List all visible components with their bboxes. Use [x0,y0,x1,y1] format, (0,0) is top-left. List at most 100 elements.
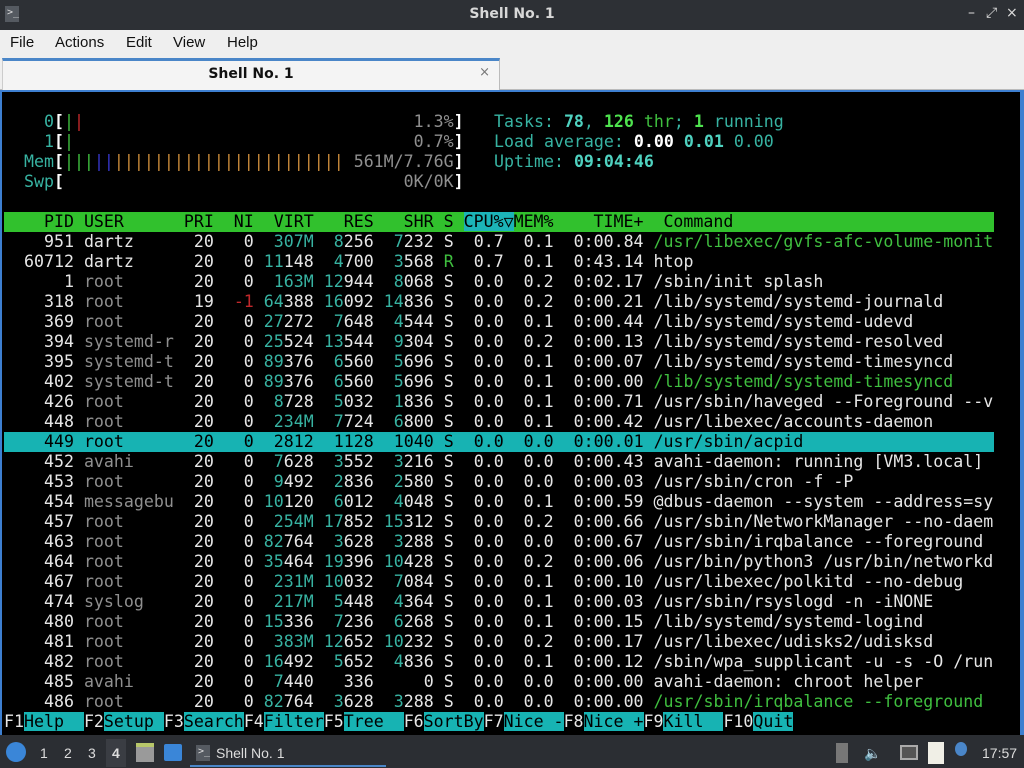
browser-icon[interactable] [164,744,182,761]
start-menu-icon[interactable] [6,742,26,762]
taskbar-task-shell[interactable]: >_ Shell No. 1 [190,739,386,767]
process-row[interactable]: 452 avahi 20 0 7628 3552 3216 S 0.0 0.0 … [4,452,983,472]
fkey-nice-button[interactable]: Nice - [503,712,564,731]
fkey-f6[interactable]: F6 [403,712,424,731]
fkey-help-button[interactable]: Help [23,712,84,731]
clipboard-icon[interactable] [928,742,944,764]
priority: 20 [183,352,224,371]
tab-close-icon[interactable]: × [479,65,490,80]
process-row[interactable]: 426 root 20 0 8728 5032 1836 S 0.0 0.1 0… [4,392,993,412]
menu-edit[interactable]: Edit [126,34,152,51]
workspace-1[interactable]: 1 [40,745,48,761]
res-thousands: 19 [323,552,344,571]
column-header-s[interactable]: S [443,212,464,231]
fkey-sortby-button[interactable]: SortBy [423,712,484,731]
text [454,332,464,351]
res-thousands: 10 [323,572,344,591]
process-row[interactable]: 464 root 20 0 35464 19396 10428 S 0.0 0.… [4,552,993,572]
time: 0:00.00 [563,372,654,391]
shr-units: 068 [403,272,434,291]
fkey-f7[interactable]: F7 [483,712,504,731]
column-header-command[interactable]: Command [663,212,1004,231]
process-row[interactable]: 449 root 20 0 2812 1128 1040 S 0.0 0.0 0… [4,432,994,452]
column-header-virt[interactable]: VIRT [263,212,324,231]
fkey-f5[interactable]: F5 [323,712,344,731]
shr: 10232 [384,632,434,651]
fkey-f8[interactable]: F8 [563,712,584,731]
fkey-search-button[interactable]: Search [183,712,244,731]
process-row[interactable]: 394 systemd-r 20 0 25524 13544 9304 S 0.… [4,332,943,352]
process-row[interactable]: 448 root 20 0 234M 7724 6800 S 0.0 0.1 0… [4,412,933,432]
fkey-filter-button[interactable]: Filter [263,712,324,731]
column-header-cpu[interactable]: CPU%▽ [463,212,514,231]
fkey-f1[interactable]: F1 [4,712,24,731]
network-icon[interactable] [900,745,918,760]
volume-icon[interactable]: 🔈 [864,745,882,761]
res: 12652 [324,632,374,651]
workspace-4[interactable]: 4 [106,739,126,767]
process-row[interactable]: 481 root 20 0 383M 12652 10232 S 0.0 0.2… [4,632,933,652]
process-row[interactable]: 482 root 20 0 16492 5652 4836 S 0.0 0.1 … [4,652,993,672]
state: S [443,232,454,251]
column-header-ni[interactable]: NI [223,212,264,231]
fkey-tree-button[interactable]: Tree [343,712,404,731]
text [724,132,734,151]
shr: 4364 [394,592,434,611]
fkey-f10[interactable]: F10 [723,712,754,731]
menu-help[interactable]: Help [227,34,258,51]
fkey-f4[interactable]: F4 [243,712,264,731]
fkey-f9[interactable]: F9 [643,712,664,731]
process-row[interactable]: 60712 dartz 20 0 11148 4700 3568 R 0.7 0… [4,252,694,272]
shr-thousands: 10 [383,552,404,571]
process-row[interactable]: 486 root 20 0 82764 3628 3288 S 0.0 0.0 … [4,692,983,712]
column-header-pid[interactable]: PID [4,212,84,231]
column-header-time[interactable]: TIME+ [563,212,664,231]
time: 0:00.12 [563,652,654,671]
process-row[interactable]: 463 root 20 0 82764 3628 3288 S 0.0 0.0 … [4,532,983,552]
user: root [83,292,184,311]
process-row[interactable]: 951 dartz 20 0 307M 8256 7232 S 0.7 0.1 … [4,232,993,252]
process-row[interactable]: 485 avahi 20 0 7440 336 0 S 0.0 0.0 0:00… [4,672,923,692]
column-header-user[interactable]: USER [83,212,184,231]
process-row[interactable]: 369 root 20 0 27272 7648 4544 S 0.0 0.1 … [4,312,913,332]
process-row[interactable]: 467 root 20 0 231M 10032 7084 S 0.0 0.1 … [4,572,963,592]
file-manager-icon[interactable] [136,743,154,762]
priority: 20 [183,652,224,671]
fkey-kill-button[interactable]: Kill [663,712,724,731]
fkey-setup-button[interactable]: Setup [103,712,164,731]
process-row[interactable]: 480 root 20 0 15336 7236 6268 S 0.0 0.1 … [4,612,923,632]
close-button[interactable]: × [1006,5,1018,21]
menu-view[interactable]: View [173,34,206,51]
fkey-quit-button[interactable]: Quit [753,712,794,731]
process-row[interactable]: 395 systemd-t 20 0 89376 6560 5696 S 0.0… [4,352,953,372]
minimize-button[interactable]: – [968,5,975,21]
task-label: Shell No. 1 [216,745,285,761]
process-row[interactable]: 318 root 19 -1 64388 16092 14836 S 0.0 0… [4,292,943,312]
process-row[interactable]: 454 messagebu 20 0 10120 6012 4048 S 0.0… [4,492,993,512]
process-row[interactable]: 453 root 20 0 9492 2836 2580 S 0.0 0.0 0… [4,472,853,492]
workspace-3[interactable]: 3 [88,745,96,761]
shr-thousands: 5 [393,352,404,371]
scroll-indicator-icon[interactable] [836,743,848,763]
fkey-f3[interactable]: F3 [163,712,184,731]
column-header-shr[interactable]: SHR [383,212,444,231]
fkey-f2[interactable]: F2 [83,712,104,731]
menu-actions[interactable]: Actions [55,34,105,51]
maximize-button[interactable]: ⤢ [986,5,998,21]
menu-file[interactable]: File [10,34,35,51]
column-header-pri[interactable]: PRI [183,212,224,231]
notification-icon[interactable] [955,742,967,756]
process-row[interactable]: 402 systemd-t 20 0 89376 6560 5696 S 0.0… [4,372,953,392]
mem-percent: 0.1 [513,232,564,251]
process-row[interactable]: 474 syslog 20 0 217M 5448 4364 S 0.0 0.1… [4,592,933,612]
tab-shell-1[interactable]: Shell No. 1 × [2,58,500,90]
terminal[interactable]: 0[|| 1.3%] 1[| 0.7%] Mem[|||||||||||||||… [0,90,1024,735]
column-header-mem[interactable]: MEM% [513,212,564,231]
workspace-2[interactable]: 2 [64,745,72,761]
process-row[interactable]: 457 root 20 0 254M 17852 15312 S 0.0 0.2… [4,512,993,532]
process-row[interactable]: 1 root 20 0 163M 12944 8068 S 0.0 0.2 0:… [4,272,823,292]
fkey-nice-button[interactable]: Nice + [583,712,644,731]
column-header-res[interactable]: RES [323,212,384,231]
user: syslog [83,592,184,611]
pad [384,372,394,391]
